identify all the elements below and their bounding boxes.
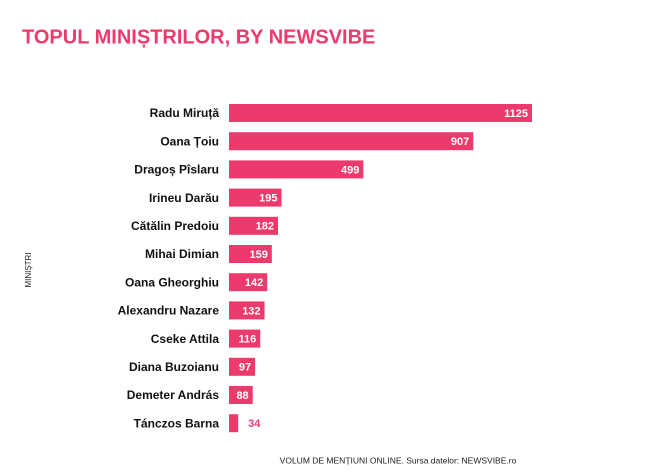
value-label: 88: [236, 390, 248, 402]
value-label: 142: [245, 277, 263, 289]
value-label: 97: [239, 362, 251, 374]
category-label: Oana Gheorghiu: [125, 275, 219, 289]
value-label: 1125: [504, 108, 528, 120]
bar: [229, 188, 282, 207]
bar: [229, 357, 256, 376]
value-label: 499: [341, 164, 359, 176]
value-label: 159: [249, 249, 267, 261]
category-label: Demeter András: [127, 388, 220, 402]
value-label: 132: [242, 305, 260, 317]
category-label: Cătălin Predoiu: [131, 219, 219, 233]
bar: [229, 132, 474, 151]
value-label: 34: [248, 418, 261, 430]
bar: [229, 245, 272, 263]
y-axis-label: MINIȘTRI: [24, 252, 33, 287]
bar: [229, 160, 364, 179]
bar: [229, 273, 268, 292]
category-label: Dragoș Pîslaru: [134, 163, 219, 177]
category-label: Cseke Attila: [151, 332, 220, 346]
bar: [229, 414, 239, 433]
value-label: 907: [451, 136, 469, 148]
category-label: Radu Miruță: [150, 106, 220, 120]
category-label: Mihai Dimian: [145, 247, 219, 261]
bar: [229, 329, 261, 348]
x-axis-label: VOLUM DE MENȚIUNI ONLINE. Sursa datelor:…: [280, 455, 517, 465]
bar: [229, 386, 253, 404]
value-label: 116: [238, 334, 256, 346]
value-label: 195: [259, 193, 277, 205]
category-label: Tánczos Barna: [134, 416, 220, 430]
chart-title: TOPUL MINIȘTRILOR, BY NEWSVIBE: [22, 26, 375, 48]
bar: [229, 104, 532, 122]
category-label: Alexandru Nazare: [118, 304, 220, 318]
category-label: Oana Țoiu: [160, 134, 219, 148]
category-label: Irineu Darău: [149, 191, 219, 205]
value-label: 182: [256, 221, 274, 233]
category-label: Diana Buzoianu: [129, 360, 219, 374]
bar: [229, 301, 265, 320]
bar: [229, 216, 279, 235]
